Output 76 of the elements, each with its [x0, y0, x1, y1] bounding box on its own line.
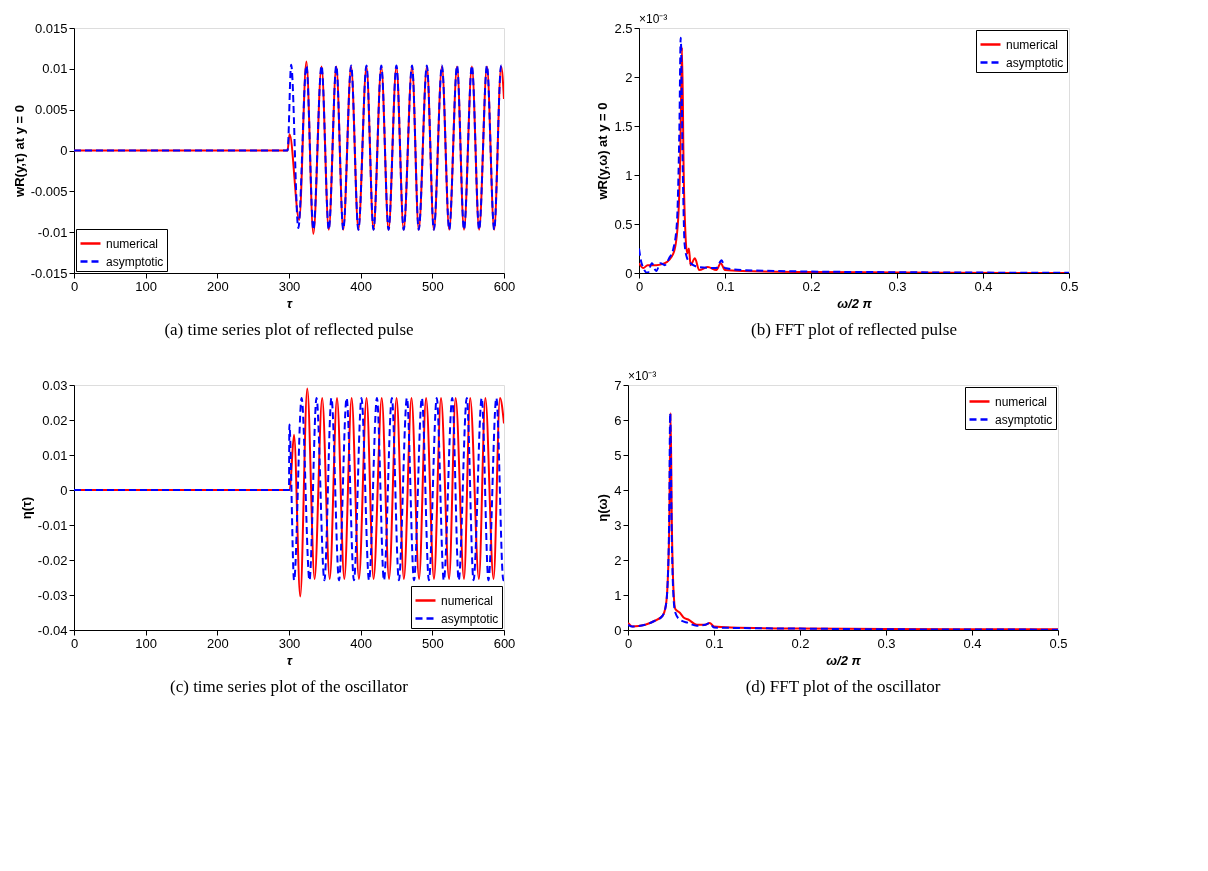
legend-label: asymptotic: [106, 254, 164, 269]
y-tick-label: 4: [614, 482, 622, 498]
x-axis-title: τ: [286, 295, 293, 311]
x-tick-label: 500: [421, 635, 444, 651]
y-tick-label: 1: [625, 167, 633, 183]
y-tick-label: 0: [614, 622, 622, 638]
x-tick-label: 600: [493, 635, 516, 651]
y-tick-label: 0: [625, 265, 633, 281]
y-tick-label: 1: [614, 587, 622, 603]
x-tick-label: 0.1: [716, 278, 735, 294]
x-tick-label: 0.1: [705, 635, 724, 651]
y-axis-title: η(τ): [18, 496, 34, 520]
x-tick-label: 100: [135, 278, 158, 294]
text: (d) FFT plot of the oscillator: [745, 677, 941, 696]
y-tick-label: -0.01: [37, 224, 68, 240]
y-tick-label: -0.02: [37, 552, 68, 568]
x-tick-label: 0: [70, 635, 79, 651]
y-tick-label: 0.01: [42, 61, 68, 77]
x-tick-label: 0.2: [802, 278, 821, 294]
y-tick-label: 5: [614, 447, 622, 463]
y-tick-label: 7: [614, 377, 622, 393]
y-tick-label: 2: [625, 69, 633, 85]
x-tick-label: 0.5: [1049, 635, 1068, 651]
legend-label: numerical: [1006, 37, 1059, 52]
y-tick-label: 0.015: [34, 20, 68, 36]
x-tick-label: 0.3: [888, 278, 907, 294]
y-tick-label: 6: [614, 412, 622, 428]
text: (c) time series plot of the oscillator: [170, 677, 409, 696]
x-tick-label: 400: [350, 278, 373, 294]
x-tick-label: 300: [278, 635, 301, 651]
y-tick-label: -0.005: [30, 183, 68, 199]
x-tick-label: 0.3: [877, 635, 896, 651]
y-tick-label: 3: [614, 517, 622, 533]
y-tick-label: 0.005: [34, 102, 68, 118]
x-tick-label: 200: [206, 635, 229, 651]
y-tick-label: 0.01: [42, 447, 68, 463]
x-tick-label: 0.4: [963, 635, 982, 651]
x-tick-label: 0.2: [791, 635, 810, 651]
y-tick-label: 2: [614, 552, 622, 568]
text: ×10⁻³: [639, 12, 668, 26]
y-tick-label: -0.015: [30, 265, 68, 281]
y-tick-label: 0.02: [42, 412, 68, 428]
legend-label: asymptotic: [1006, 55, 1064, 70]
y-tick-label: 0: [60, 482, 68, 498]
x-tick-label: 0.5: [1060, 278, 1079, 294]
y-tick-label: -0.01: [37, 517, 68, 533]
x-axis-title: τ: [286, 652, 293, 668]
y-tick-label: 0.03: [42, 377, 68, 393]
text: ×10⁻³: [628, 369, 657, 383]
y-axis-title: wR(y,τ) at y = 0: [11, 105, 27, 198]
x-tick-label: 0.4: [974, 278, 993, 294]
legend-label: asymptotic: [995, 412, 1053, 427]
y-axis-title: wR(y,ω) at y = 0: [595, 102, 611, 201]
y-tick-label: -0.03: [37, 587, 68, 603]
y-tick-label: 0: [60, 143, 68, 158]
x-tick-label: 600: [493, 278, 516, 294]
y-tick-label: -0.04: [37, 622, 68, 638]
x-tick-label: 500: [421, 278, 444, 294]
x-tick-label: 300: [278, 278, 301, 294]
legend-label: numerical: [995, 394, 1048, 409]
legend-label: asymptotic: [441, 611, 499, 626]
y-tick-label: 2.5: [614, 20, 633, 36]
x-tick-label: 400: [350, 635, 373, 651]
y-axis-title: η(ω): [595, 494, 611, 522]
x-tick-label: 0: [635, 278, 644, 294]
y-tick-label: 0.5: [614, 216, 633, 232]
x-tick-label: 100: [135, 635, 158, 651]
x-tick-label: 200: [206, 278, 229, 294]
text: (a) time series plot of reflected pulse: [164, 320, 414, 339]
x-axis-title: ω/2 π: [826, 652, 862, 668]
x-axis-title: ω/2 π: [837, 295, 873, 311]
x-tick-label: 0: [70, 278, 79, 294]
text: (b) FFT plot of reflected pulse: [750, 320, 958, 339]
legend-label: numerical: [106, 236, 159, 251]
y-tick-label: 1.5: [614, 118, 633, 134]
legend-label: numerical: [441, 593, 494, 608]
